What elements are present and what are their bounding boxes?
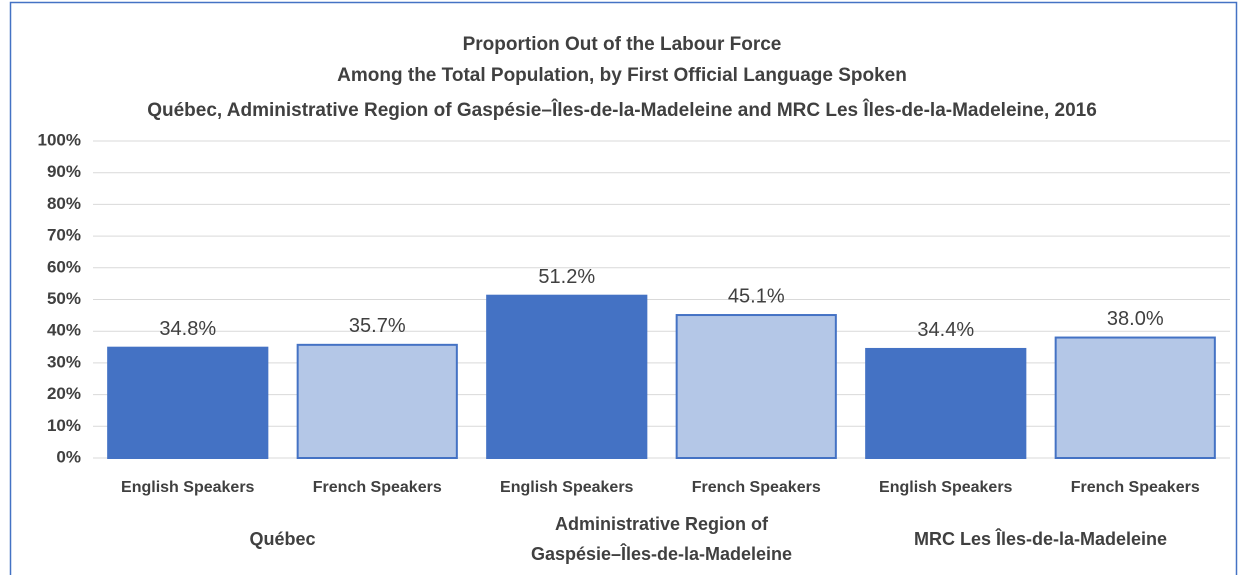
x-tick-label: French Speakers bbox=[313, 479, 442, 496]
x-tick-label: English Speakers bbox=[121, 479, 254, 496]
y-tick-label: 80% bbox=[47, 194, 81, 213]
y-tick-label: 100% bbox=[38, 130, 81, 149]
group-label: MRC Les Îles-de-la-Madeleine bbox=[914, 528, 1167, 549]
x-tick-label: French Speakers bbox=[1071, 479, 1200, 496]
chart-title: Québec, Administrative Region of Gaspési… bbox=[147, 99, 1097, 121]
bar bbox=[486, 294, 648, 460]
data-label: 34.4% bbox=[917, 319, 974, 341]
y-tick-label: 50% bbox=[47, 289, 81, 308]
chart-title: Among the Total Population, by First Off… bbox=[337, 65, 907, 86]
y-tick-label: 90% bbox=[47, 162, 81, 181]
y-tick-label: 0% bbox=[56, 447, 81, 466]
data-label: 38.0% bbox=[1107, 308, 1164, 330]
frame bbox=[9, 1, 1238, 575]
y-tick-label: 40% bbox=[47, 321, 81, 340]
x-tick-label: English Speakers bbox=[879, 479, 1012, 496]
chart-title: Proportion Out of the Labour Force bbox=[463, 34, 782, 55]
x-tick-label: English Speakers bbox=[500, 479, 633, 496]
data-label: 51.2% bbox=[538, 266, 595, 288]
group-label: Québec bbox=[249, 529, 315, 549]
bar bbox=[107, 346, 269, 459]
y-tick-label: 20% bbox=[47, 384, 81, 403]
y-tick-label: 60% bbox=[47, 257, 81, 276]
y-tick-label: 10% bbox=[47, 416, 81, 435]
data-label: 34.8% bbox=[159, 318, 216, 340]
y-tick-label: 30% bbox=[47, 352, 81, 371]
bar bbox=[675, 314, 837, 459]
bar bbox=[296, 343, 458, 459]
y-tick-label: 70% bbox=[47, 226, 81, 245]
data-label: 35.7% bbox=[349, 315, 406, 337]
group-label: Gaspésie–Îles-de-la-Madeleine bbox=[531, 543, 792, 564]
bar bbox=[865, 347, 1027, 459]
bar bbox=[1054, 336, 1216, 460]
group-label: Administrative Region of bbox=[555, 514, 769, 534]
x-tick-label: French Speakers bbox=[692, 479, 821, 496]
data-label: 45.1% bbox=[728, 285, 785, 307]
